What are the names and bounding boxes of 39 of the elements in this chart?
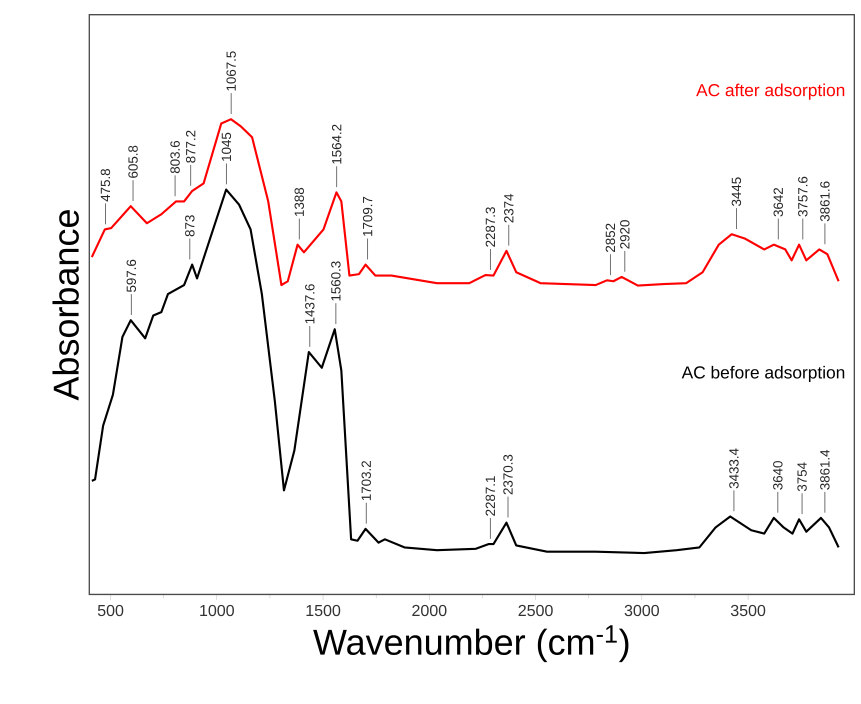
annotation: 1560.3 (331, 262, 341, 301)
annotation: 803.6 (170, 141, 180, 174)
annotation: 605.8 (128, 146, 138, 178)
x-tick-label: 2000 (412, 604, 446, 616)
annotation: 3445 (732, 178, 742, 206)
annotation: 873 (185, 215, 195, 236)
x-tick-label: 1000 (200, 604, 234, 616)
x-axis-title: Wavenumber (cm$^{-1}$) (313, 625, 628, 662)
annotation: 1703.2 (362, 461, 371, 500)
annotation: 877.2 (186, 130, 196, 163)
annotation: 1067.5 (226, 51, 236, 91)
x-tick-label: 500 (98, 604, 124, 616)
annotation: 3640 (773, 461, 783, 490)
annotation: 3642 (774, 188, 783, 217)
annotation: 3757.6 (798, 176, 808, 217)
annotation: 3861.6 (820, 182, 830, 222)
annotation: 1388 (294, 188, 304, 216)
annotation: 597.6 (126, 260, 136, 292)
annotation: 2287.1 (486, 476, 496, 516)
annotation: 1437.6 (305, 284, 315, 324)
annotation: 3433.4 (729, 448, 739, 488)
annotation: 475.8 (100, 169, 110, 202)
x-tick-label: 1500 (306, 604, 340, 616)
y-axis-title: Absorbance (52, 210, 79, 401)
x-tick-label: 3000 (624, 604, 659, 616)
x-tick-label: 3500 (730, 604, 766, 616)
annotation: 2287.3 (486, 207, 496, 247)
text: AC after adsorption (696, 84, 844, 100)
text: AC before adsorption (682, 366, 844, 382)
annotation: 2852 (606, 224, 616, 252)
annotation: 2374 (504, 194, 514, 223)
annotation: 3861.4 (820, 450, 830, 490)
annotation: 1564.2 (332, 124, 342, 164)
annotation: 2920 (620, 220, 630, 249)
annotation: 1709.7 (362, 196, 372, 236)
annotation: 2370.3 (503, 454, 513, 494)
annotation: 3754 (797, 462, 807, 492)
annotation: 1045 (222, 132, 232, 161)
x-tick-label: 2500 (518, 604, 553, 616)
